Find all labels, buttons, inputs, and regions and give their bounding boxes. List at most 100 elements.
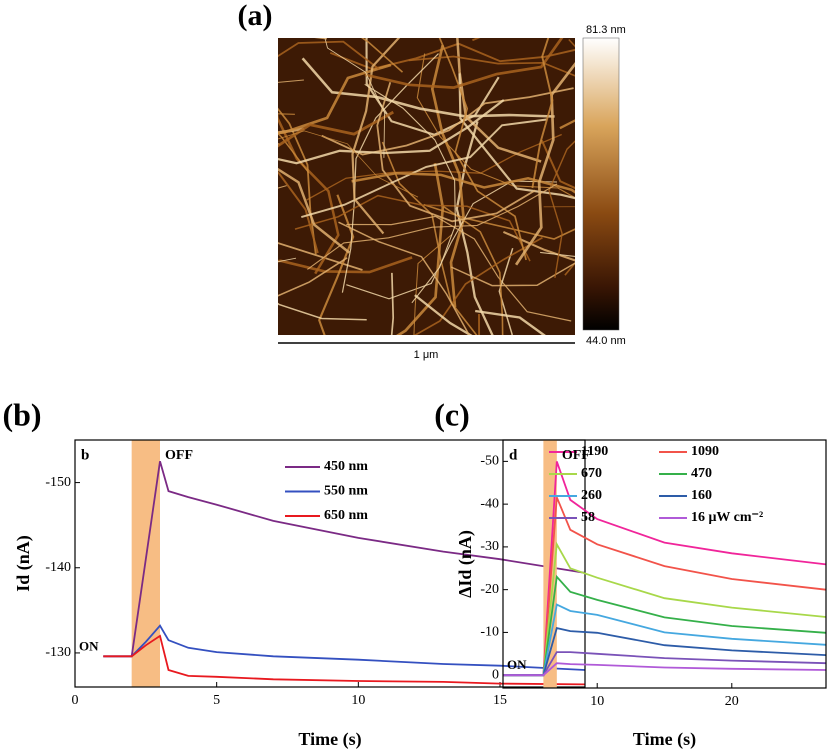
- series-line: [503, 651, 827, 677]
- fiber: [278, 242, 363, 271]
- fiber: [338, 221, 470, 335]
- y-tick-label: -20: [480, 582, 499, 597]
- fiber: [514, 61, 575, 266]
- y-tick-label: -40: [480, 496, 499, 511]
- fiber: [351, 172, 575, 194]
- fiber: [278, 132, 310, 174]
- plot-frame: [74, 439, 586, 688]
- fiber: [458, 73, 575, 200]
- fiber: [413, 236, 543, 335]
- inset-label: b: [81, 447, 89, 463]
- fiber: [413, 233, 453, 335]
- fiber: [278, 185, 287, 189]
- series-line: [503, 627, 827, 677]
- legend-label: 260: [581, 488, 602, 503]
- series-line: [103, 634, 586, 686]
- fiber: [301, 57, 555, 118]
- plot-frame: [502, 439, 827, 689]
- fiber: [456, 38, 542, 163]
- y-tick-label: -140: [45, 560, 71, 575]
- x-tick-label: 10: [351, 693, 365, 708]
- y-axis-label: Id (nA): [13, 535, 34, 592]
- legend-label: 1190: [581, 444, 608, 459]
- fiber: [318, 194, 355, 335]
- fiber: [475, 309, 546, 335]
- fiber: [307, 183, 558, 270]
- fiber: [278, 111, 340, 275]
- fiber: [364, 38, 564, 89]
- legend-label: 670: [581, 466, 602, 481]
- series-line: [103, 624, 586, 671]
- x-tick-label: 15: [493, 693, 507, 708]
- fiber: [498, 247, 514, 335]
- legend-label: 16 μW cm⁻²: [691, 510, 763, 525]
- y-axis-label: ΔId (nA): [455, 530, 476, 598]
- fiber: [351, 38, 401, 235]
- series-line: [103, 461, 586, 658]
- fiber: [396, 162, 445, 335]
- fiber: [321, 87, 574, 156]
- fiber: [455, 121, 494, 335]
- y-tick-label: 0: [492, 667, 499, 682]
- fiber: [278, 99, 505, 165]
- fiber: [540, 139, 575, 190]
- legend-label: 470: [691, 466, 712, 481]
- colorbar: [582, 37, 620, 331]
- x-axis-label: Time (s): [633, 729, 696, 750]
- x-axis-label: Time (s): [298, 729, 361, 750]
- annotation: ON: [79, 638, 99, 653]
- fiber: [278, 257, 297, 263]
- fiber: [324, 38, 386, 158]
- fiber: [502, 230, 575, 262]
- fiber: [438, 38, 527, 261]
- x-tick-label: 5: [213, 693, 220, 708]
- fiber: [278, 113, 295, 115]
- colorbar-min: 44.0 nm: [586, 335, 626, 347]
- fiber: [278, 167, 351, 254]
- fiber: [416, 53, 575, 199]
- fiber: [364, 83, 456, 304]
- scale-bar-label: 1 μm: [414, 349, 439, 361]
- x-tick-label: 10: [590, 694, 604, 709]
- fiber: [414, 294, 473, 335]
- fiber: [301, 118, 547, 219]
- fiber: [430, 44, 466, 308]
- series-line: [503, 662, 827, 677]
- fiber: [390, 272, 395, 335]
- fiber: [278, 171, 319, 254]
- fiber: [278, 130, 419, 198]
- afm-fibers: [278, 38, 575, 335]
- fiber: [360, 38, 404, 73]
- annotation: OFF: [165, 448, 193, 463]
- y-tick-label: -10: [480, 625, 499, 640]
- fiber: [278, 302, 367, 321]
- panel-label: (c): [434, 396, 470, 432]
- fiber: [548, 39, 575, 279]
- annotation: ON: [507, 657, 527, 672]
- annotation: OFF: [562, 448, 590, 463]
- y-tick-label: -50: [480, 454, 499, 469]
- panel-label: (b): [2, 396, 41, 432]
- y-tick-label: -130: [45, 645, 71, 660]
- legend-label: 58: [581, 510, 595, 525]
- fiber: [278, 110, 394, 148]
- legend-label: 160: [691, 488, 712, 503]
- legend-label: 450 nm: [324, 459, 368, 474]
- panel-label: (a): [238, 0, 273, 32]
- y-tick-label: -30: [480, 539, 499, 554]
- fiber: [543, 206, 575, 208]
- x-tick-label: 0: [72, 693, 79, 708]
- legend-label: 1090: [691, 444, 719, 459]
- inset-label: d: [509, 447, 518, 463]
- fiber: [278, 107, 317, 255]
- legend-label: 550 nm: [324, 484, 368, 499]
- fiber: [531, 38, 554, 189]
- fiber: [278, 40, 380, 70]
- fiber: [278, 63, 392, 135]
- fiber: [442, 205, 504, 335]
- series-line: [503, 603, 827, 677]
- fiber: [376, 81, 536, 223]
- fiber: [278, 257, 348, 297]
- fiber: [381, 141, 478, 335]
